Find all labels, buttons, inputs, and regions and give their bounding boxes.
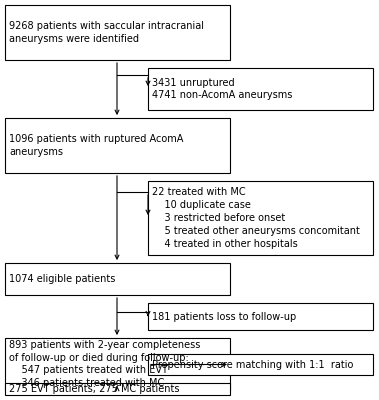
Bar [5,383,230,395]
Bar [5,118,230,173]
Text: Propensity score matching with 1:1  ratio: Propensity score matching with 1:1 ratio [152,360,353,370]
Text: 275 EVT patients; 275 MC patients: 275 EVT patients; 275 MC patients [9,384,180,394]
Text: 893 patients with 2-year completeness
of follow-up or died during follow-up:
   : 893 patients with 2-year completeness of… [9,340,200,388]
Bar [5,338,230,390]
Text: 9268 patients with saccular intracranial
aneurysms were identified: 9268 patients with saccular intracranial… [9,21,204,44]
Bar [148,303,373,330]
Bar [148,68,373,110]
Text: 3431 unruptured
4741 non-AcomA aneurysms: 3431 unruptured 4741 non-AcomA aneurysms [152,78,292,100]
Bar [5,263,230,295]
Text: 181 patients loss to follow-up: 181 patients loss to follow-up [152,312,296,322]
Text: 1074 eligible patients: 1074 eligible patients [9,274,115,284]
Bar [148,181,373,255]
Bar [148,354,373,375]
Text: 1096 patients with ruptured AcomA
aneurysms: 1096 patients with ruptured AcomA aneury… [9,134,183,157]
Text: 22 treated with MC
    10 duplicate case
    3 restricted before onset
    5 tre: 22 treated with MC 10 duplicate case 3 r… [152,187,360,248]
Bar [5,5,230,60]
